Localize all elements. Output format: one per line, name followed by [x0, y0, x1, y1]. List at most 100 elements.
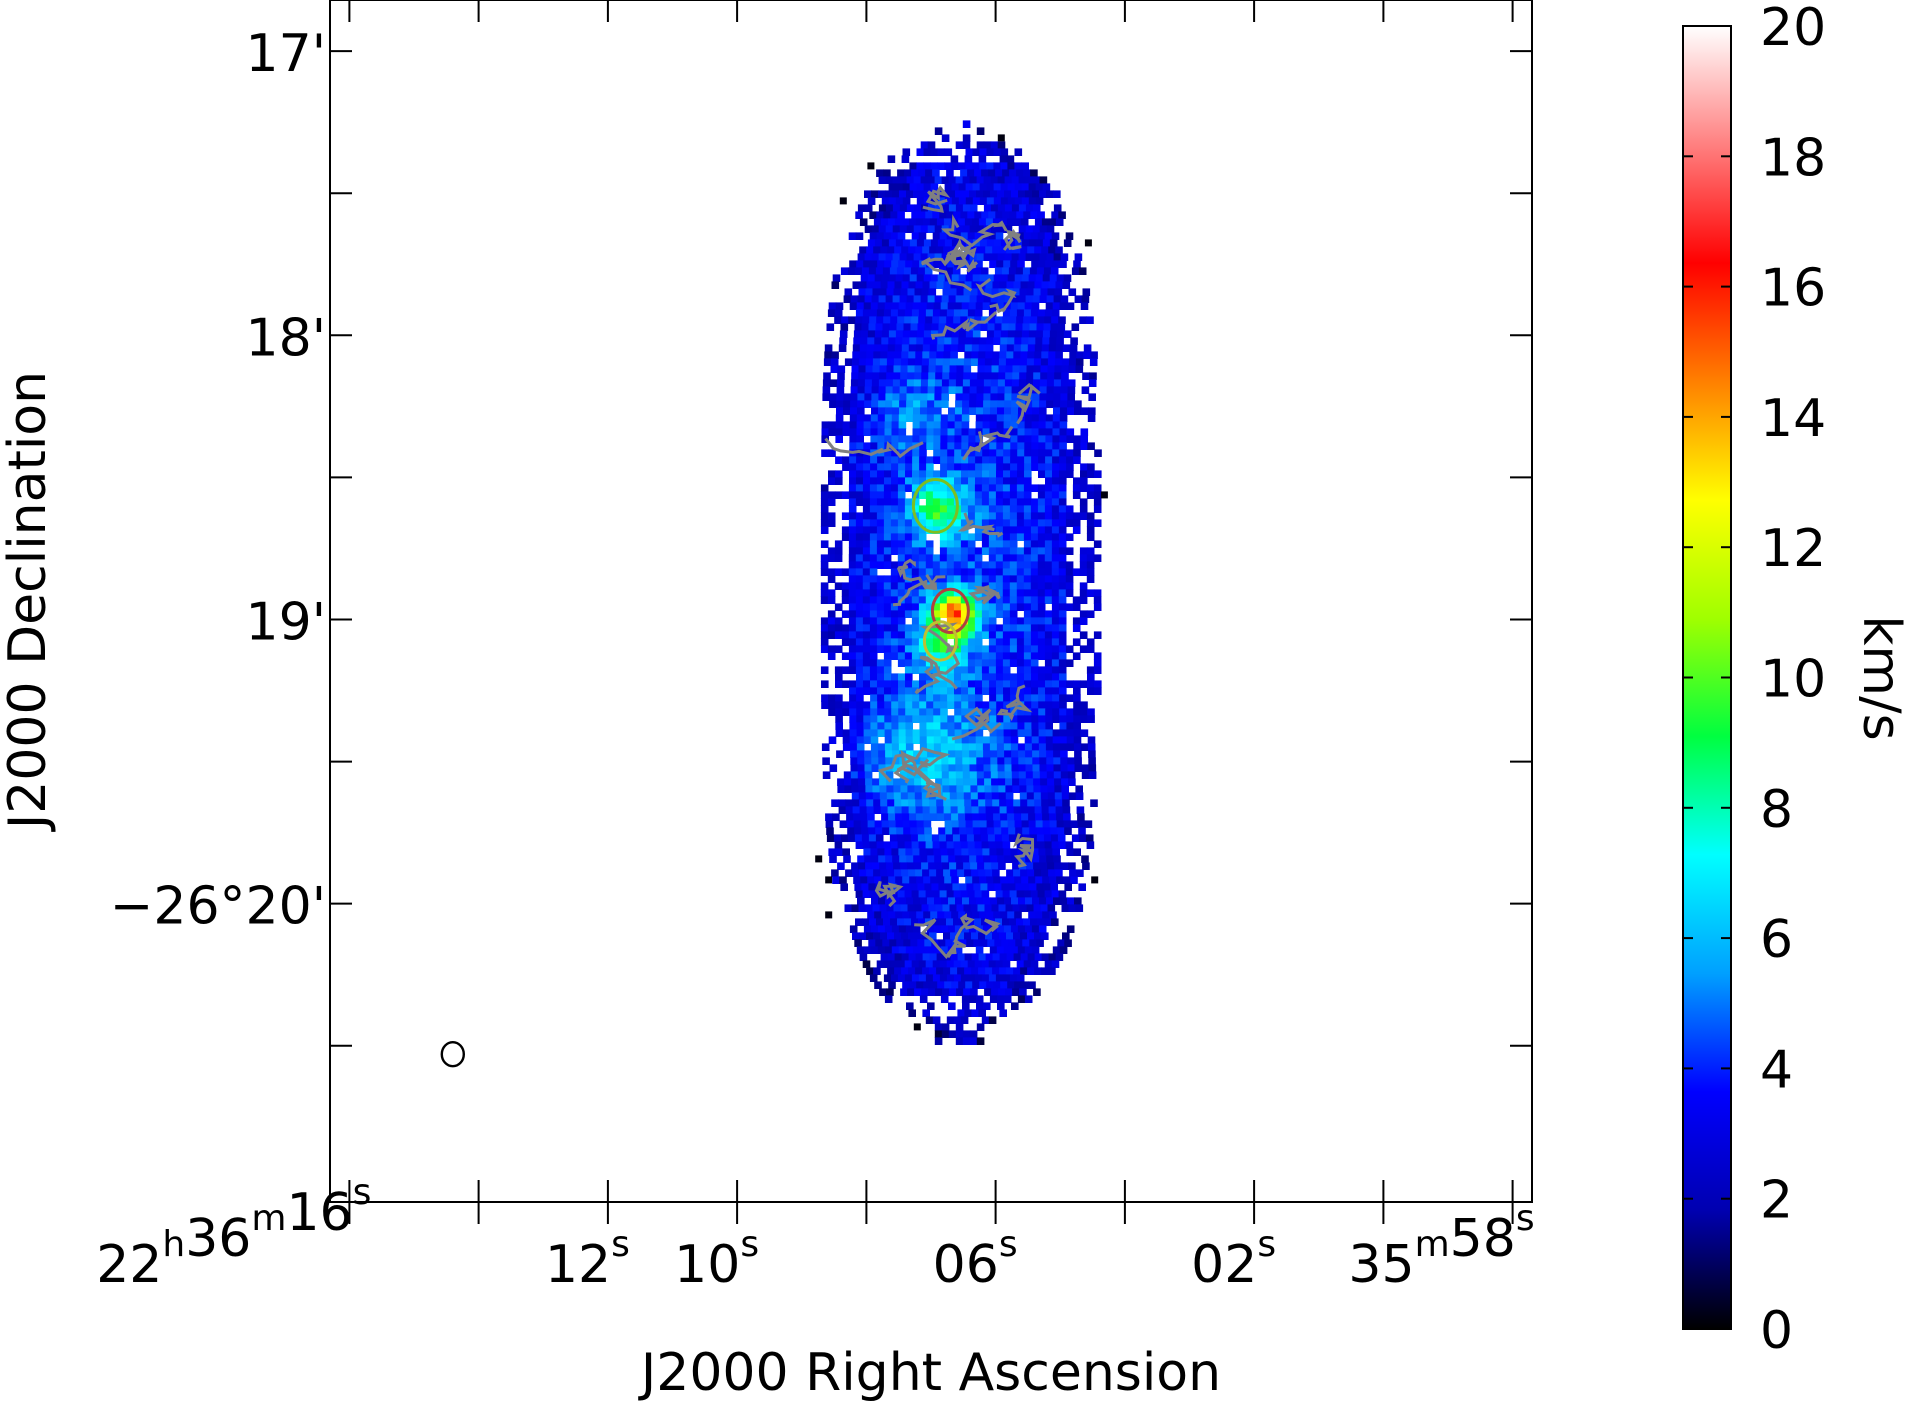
map-pixel — [872, 778, 880, 786]
map-pixel — [946, 974, 955, 982]
map-pixel — [905, 414, 914, 422]
map-pixel — [909, 876, 917, 884]
map-pixel — [1001, 834, 1010, 842]
map-pixel — [1016, 519, 1025, 527]
map-pixel — [1089, 358, 1098, 366]
map-pixel — [869, 603, 878, 611]
map-pixel — [1051, 554, 1060, 562]
map-pixel — [968, 435, 976, 443]
map-pixel — [963, 372, 971, 380]
map-pixel — [976, 400, 984, 408]
map-pixel — [1067, 757, 1075, 765]
map-pixel — [946, 526, 955, 534]
map-pixel — [873, 869, 881, 877]
map-pixel — [925, 512, 934, 520]
map-pixel — [895, 274, 904, 282]
map-pixel — [904, 610, 913, 618]
map-pixel — [1010, 428, 1019, 436]
map-pixel — [883, 666, 892, 674]
map-pixel — [1014, 981, 1022, 989]
map-pixel — [911, 554, 920, 562]
map-pixel — [990, 400, 998, 408]
map-pixel — [1068, 778, 1076, 786]
map-pixel — [878, 225, 887, 233]
map-pixel — [915, 218, 924, 226]
map-pixel — [932, 596, 941, 604]
map-pixel — [1069, 351, 1077, 359]
map-pixel — [968, 477, 976, 485]
map-pixel — [892, 295, 901, 303]
map-pixel — [1051, 575, 1060, 583]
map-pixel — [883, 316, 891, 324]
map-pixel — [829, 400, 837, 408]
map-pixel — [974, 631, 983, 639]
map-pixel — [884, 848, 892, 856]
map-pixel — [1058, 561, 1067, 569]
map-pixel — [1053, 393, 1061, 401]
map-pixel — [884, 449, 892, 457]
map-pixel — [845, 806, 854, 814]
map-pixel — [886, 358, 895, 366]
map-pixel — [876, 533, 885, 541]
map-pixel — [947, 673, 955, 681]
map-pixel — [1001, 939, 1009, 947]
map-pixel — [984, 904, 993, 912]
map-pixel — [842, 463, 850, 471]
map-pixel — [1032, 393, 1040, 401]
contour-line — [922, 620, 958, 662]
map-pixel — [862, 575, 871, 583]
map-pixel — [904, 568, 913, 576]
map-pixel — [1086, 645, 1095, 653]
map-pixel — [880, 799, 888, 807]
map-pixel — [905, 302, 914, 310]
map-pixel — [1031, 708, 1039, 716]
map-pixel — [1051, 505, 1060, 513]
map-pixel — [885, 379, 894, 387]
map-pixel — [939, 659, 948, 667]
map-pixel — [871, 750, 879, 758]
map-pixel — [919, 722, 927, 730]
map-pixel — [934, 386, 943, 394]
map-pixel — [933, 302, 942, 310]
map-pixel — [981, 211, 989, 219]
map-pixel — [999, 1009, 1007, 1017]
map-pixel — [997, 176, 1006, 184]
map-pixel — [939, 568, 948, 576]
map-pixel — [890, 589, 899, 597]
map-pixel — [863, 708, 871, 716]
map-pixel — [895, 876, 903, 884]
map-pixel — [876, 491, 885, 499]
map-pixel — [844, 785, 852, 793]
map-pixel — [1010, 477, 1018, 485]
map-pixel — [1037, 638, 1046, 646]
map-pixel — [1002, 491, 1011, 499]
map-pixel — [925, 645, 934, 653]
map-pixel — [891, 729, 900, 737]
map-pixel — [1044, 589, 1053, 597]
map-pixel — [1059, 722, 1067, 730]
map-pixel — [1086, 491, 1095, 499]
map-pixel — [1044, 918, 1052, 926]
map-pixel — [1030, 169, 1038, 177]
map-pixel — [922, 344, 931, 352]
map-pixel — [969, 379, 978, 387]
map-pixel — [984, 372, 992, 380]
map-pixel — [995, 596, 1004, 604]
map-pixel — [1087, 673, 1095, 681]
map-pixel — [911, 659, 920, 667]
map-pixel — [942, 288, 951, 296]
map-pixel — [828, 477, 836, 485]
map-pixel — [894, 246, 902, 254]
map-pixel — [912, 694, 920, 702]
map-pixel — [955, 204, 964, 212]
map-pixel — [1002, 659, 1011, 667]
colorbar-label: km/s — [1851, 615, 1911, 740]
map-pixel — [1002, 610, 1011, 618]
map-pixel — [1073, 715, 1081, 723]
map-pixel — [1024, 463, 1032, 471]
map-pixel — [950, 799, 958, 807]
x-axis-title: J2000 Right Ascension — [638, 1343, 1221, 1402]
map-pixel — [967, 491, 976, 499]
map-pixel — [955, 393, 963, 401]
map-pixel — [995, 645, 1004, 653]
